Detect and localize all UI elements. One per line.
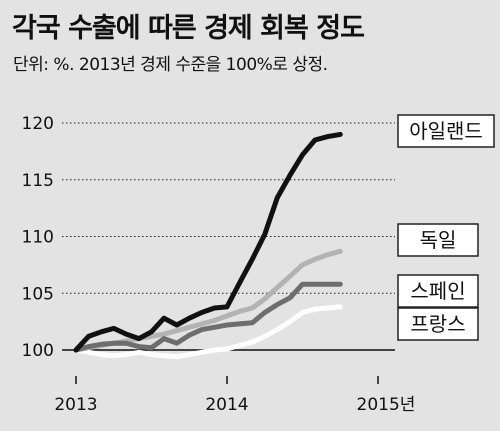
y-tick-label: 110 [22, 228, 54, 248]
x-tick-label: 2015년 [357, 395, 416, 415]
y-tick-label: 120 [22, 114, 54, 134]
x-tick-label: 2014 [205, 395, 248, 415]
series-label: 스페인 [410, 279, 465, 303]
series-line-0 [73, 131, 343, 353]
series-line-3 [73, 304, 343, 360]
series-label: 아일랜드 [409, 119, 483, 143]
series-label-box [397, 114, 495, 148]
series-label-box [397, 274, 479, 308]
y-tick-label: 105 [22, 284, 54, 304]
y-tick-label: 115 [22, 171, 54, 191]
series-label: 프랑스 [410, 312, 465, 336]
series-label-box [397, 307, 479, 341]
chart-subtitle: 단위: %. 2013년 경제 수준을 100%로 상정. [13, 55, 328, 75]
series-line-2 [73, 281, 343, 353]
series-label: 독일 [420, 228, 457, 252]
series-line-1 [73, 248, 343, 353]
y-tick-label: 100 [22, 341, 54, 361]
chart-title: 각국 수출에 따른 경제 회복 정도 [12, 13, 365, 44]
x-tick-label: 2013 [54, 395, 97, 415]
series-label-box [397, 223, 479, 257]
